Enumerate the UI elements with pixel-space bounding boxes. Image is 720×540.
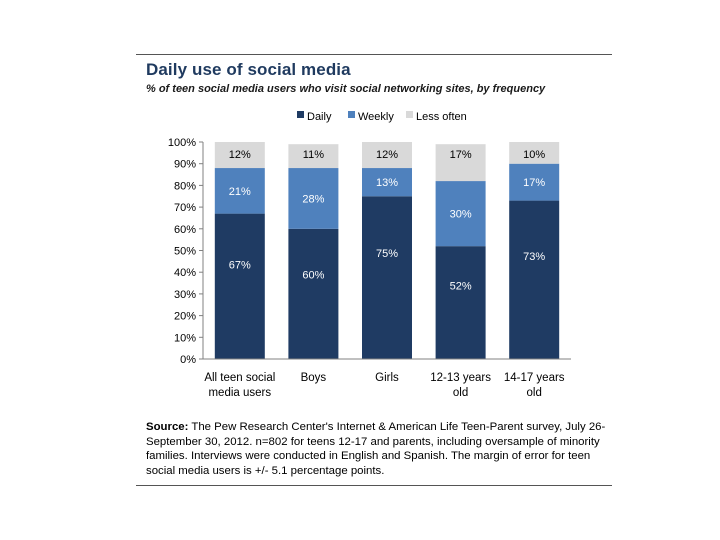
bar-3-2 bbox=[288, 144, 339, 169]
bar-2-2 bbox=[288, 168, 339, 229]
y-tick-label: 10% bbox=[174, 332, 196, 344]
data-label-1-2: 60% bbox=[302, 269, 324, 281]
y-tick-label: 0% bbox=[180, 354, 196, 366]
bar-2-3 bbox=[362, 168, 412, 197]
category-label: 14-17 years bbox=[504, 372, 565, 384]
stacked-bar-chart: Daily Weekly Less often 0% 10% 20% 30% 40% 50% 60… bbox=[168, 111, 571, 399]
bar-3-1 bbox=[214, 142, 265, 169]
source-note: Source: The Pew Research Center's Intern… bbox=[146, 420, 606, 478]
data-label-1-1: 67% bbox=[229, 259, 251, 271]
chart-subtitle: % of teen social media users who visit s… bbox=[146, 83, 546, 95]
bar-3-4 bbox=[435, 144, 486, 182]
bar-1-5 bbox=[509, 200, 560, 359]
bar-1-2 bbox=[288, 228, 339, 359]
category-label: Boys bbox=[301, 372, 327, 384]
data-label-2-4: 30% bbox=[450, 209, 472, 221]
category-label: media users bbox=[208, 387, 271, 399]
y-tick-label: 40% bbox=[174, 267, 196, 279]
chart-title: Daily use of social media bbox=[146, 60, 351, 79]
bar-1-3 bbox=[362, 196, 412, 359]
bar-2-5 bbox=[509, 163, 560, 201]
data-label-2-3: 13% bbox=[376, 177, 398, 189]
legend-label-1: Daily bbox=[307, 111, 332, 123]
bar-1-4 bbox=[435, 246, 486, 359]
data-label-3-5: 10% bbox=[523, 149, 545, 161]
category-label: 12-13 years bbox=[430, 372, 491, 384]
y-tick-label: 30% bbox=[174, 289, 196, 301]
category-label: old bbox=[527, 387, 542, 399]
y-tick-label: 70% bbox=[174, 202, 196, 214]
y-tick-label: 20% bbox=[174, 311, 196, 323]
category-label: Girls bbox=[375, 372, 399, 384]
data-label-1-3: 75% bbox=[376, 248, 398, 260]
bar-2-4 bbox=[435, 181, 486, 247]
legend-swatch-2 bbox=[348, 111, 355, 118]
legend-swatch-3 bbox=[406, 111, 413, 118]
y-tick-label: 80% bbox=[174, 180, 196, 192]
legend-label-2: Weekly bbox=[358, 111, 394, 123]
data-label-3-2: 11% bbox=[303, 149, 324, 161]
data-label-3-4: 17% bbox=[450, 149, 472, 161]
y-tick-label: 60% bbox=[174, 224, 196, 236]
category-label: old bbox=[453, 387, 468, 399]
bar-2-1 bbox=[214, 168, 265, 214]
source-label: Source: bbox=[146, 421, 189, 433]
category-label: All teen social bbox=[204, 372, 275, 384]
legend-swatch-1 bbox=[297, 111, 304, 118]
y-tick-label: 50% bbox=[174, 246, 196, 258]
y-tick-label: 100% bbox=[168, 137, 196, 149]
bar-3-3 bbox=[362, 142, 412, 169]
data-label-1-4: 52% bbox=[450, 281, 472, 293]
bar-3-5 bbox=[509, 142, 560, 164]
data-label-1-5: 73% bbox=[523, 251, 545, 263]
bar-1-1 bbox=[214, 213, 265, 359]
data-label-3-1: 12% bbox=[229, 149, 251, 161]
source-text: The Pew Research Center's Internet & Ame… bbox=[146, 421, 606, 477]
bottom-rule bbox=[136, 485, 612, 486]
data-label-2-1: 21% bbox=[229, 186, 251, 198]
y-tick-label: 90% bbox=[174, 159, 196, 171]
data-label-2-2: 28% bbox=[302, 193, 324, 205]
top-rule bbox=[136, 54, 612, 55]
data-label-2-5: 17% bbox=[523, 177, 545, 189]
data-label-3-3: 12% bbox=[376, 149, 398, 161]
legend-label-3: Less often bbox=[416, 111, 467, 123]
